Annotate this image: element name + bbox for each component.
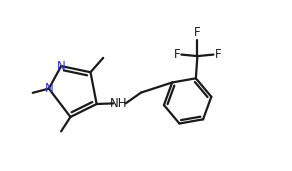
Text: N: N [44,82,53,95]
Text: F: F [215,48,221,61]
Text: F: F [194,26,201,39]
Text: NH: NH [110,97,128,110]
Text: F: F [173,48,180,61]
Text: N: N [57,60,66,73]
